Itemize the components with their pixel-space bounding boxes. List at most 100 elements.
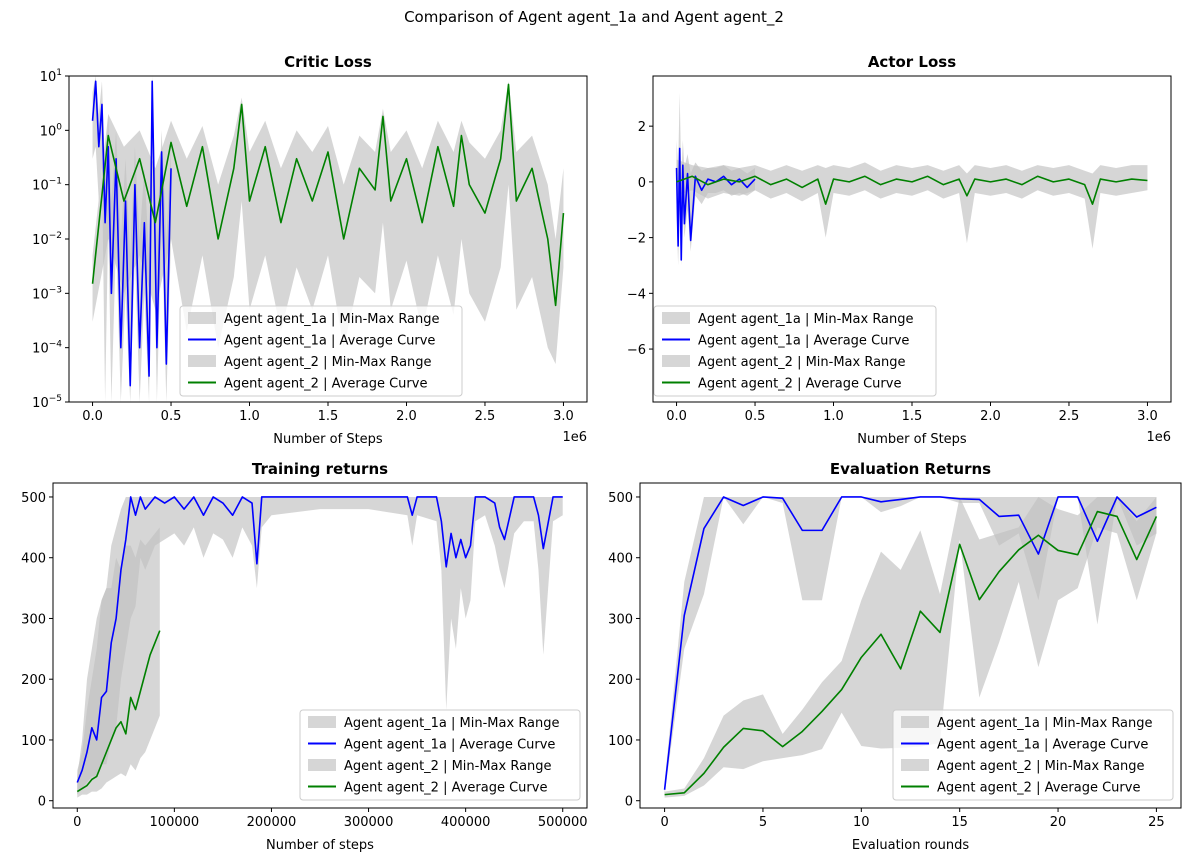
critic-xtick-label: 1.5 — [318, 409, 339, 424]
training-legend-label: Agent agent_2 | Min-Max Range — [344, 759, 552, 774]
actor-legend: Agent agent_1a | Min-Max Range Agent agen… — [653, 305, 937, 397]
critic-legend: Agent agent_1a | Min-Max Range Agent agen… — [179, 305, 463, 397]
actor-legend-swatch — [662, 312, 690, 324]
actor-xtick-label: 0.0 — [666, 409, 687, 424]
evaluation-line-agent-1a — [663, 496, 1157, 790]
critic-xtick-label: 2.5 — [475, 409, 496, 424]
training-ytick-label: 300 — [21, 612, 46, 627]
actor-ytick-label: −4 — [627, 287, 646, 302]
training-plot-area — [76, 496, 563, 798]
critic-legend-label: Agent agent_1a | Min-Max Range — [224, 312, 440, 327]
evaluation-legend: Agent agent_1a | Min-Max Range Agent agen… — [892, 709, 1174, 801]
training-ytick-label: 100 — [21, 734, 46, 749]
actor-xtick-label: 2.0 — [980, 409, 1001, 424]
critic-offset-text: 1e6 — [562, 430, 587, 445]
actor-range-agent-2 — [676, 159, 1148, 249]
critic-ytick-exponent: 1 — [56, 68, 62, 78]
critic-xtick-label: 0.5 — [161, 409, 182, 424]
evaluation-xtick-label: 15 — [951, 815, 968, 830]
actor-xtick-label: 1.5 — [902, 409, 923, 424]
evaluation-panel: Evaluation Returns 0 5 10 15 20 25 0 100 200 300 40… — [608, 460, 1182, 853]
critic-range-agent-2 — [92, 81, 564, 365]
actor-legend-label: Agent agent_1a | Min-Max Range — [698, 312, 914, 327]
critic-ytick-base: 10 — [32, 287, 49, 302]
evaluation-legend-box — [892, 709, 1174, 801]
evaluation-xtick-label: 10 — [853, 815, 870, 830]
critic-plot-area — [91, 76, 565, 402]
critic-line-agent-1a — [91, 80, 172, 387]
training-legend-label: Agent agent_2 | Average Curve — [344, 781, 547, 796]
critic-legend-swatch — [188, 355, 216, 367]
evaluation-ytick-label: 500 — [608, 491, 633, 506]
actor-plot-area — [675, 92, 1148, 266]
evaluation-ytick-label: 200 — [608, 673, 633, 688]
training-axes-frame — [52, 482, 588, 809]
critic-ytick-exponent: −3 — [49, 285, 62, 295]
training-xtick-label: 200000 — [247, 815, 297, 830]
actor-legend-label: Agent agent_2 | Min-Max Range — [698, 355, 906, 370]
evaluation-ytick-label: 300 — [608, 612, 633, 627]
actor-legend-swatch — [662, 355, 690, 367]
critic-ytick-exponent: −2 — [49, 231, 62, 241]
critic-legend-label: Agent agent_1a | Average Curve — [224, 334, 435, 349]
evaluation-axes-frame — [639, 482, 1182, 809]
training-legend: Agent agent_1a | Min-Max Range Agent agen… — [299, 709, 581, 801]
critic-xtick-label: 2.0 — [396, 409, 417, 424]
training-ytick-label: 0 — [38, 795, 46, 810]
training-xtick-label: 300000 — [344, 815, 394, 830]
critic-ytick-exponent: −4 — [49, 340, 63, 350]
critic-ytick-base: 10 — [40, 70, 57, 85]
training-legend-label: Agent agent_1a | Average Curve — [344, 738, 555, 753]
critic-legend-swatch — [188, 312, 216, 324]
training-range-agent-1a — [77, 496, 563, 795]
critic-ytick-exponent: −5 — [49, 394, 62, 404]
critic-ytick-exponent: 0 — [56, 122, 62, 132]
evaluation-title: Evaluation Returns — [830, 460, 991, 478]
training-ytick-label: 500 — [21, 491, 46, 506]
training-xtick-label: 400000 — [441, 815, 491, 830]
evaluation-ytick-label: 400 — [608, 552, 633, 567]
actor-ytick-label: −6 — [627, 343, 646, 358]
critic-ytick-exponent: −1 — [49, 177, 62, 187]
training-ytick-label: 400 — [21, 552, 46, 567]
critic-ytick-label: 10−1 — [32, 177, 62, 194]
critic-ytick-label: 101 — [40, 68, 62, 85]
critic-legend-box — [179, 305, 463, 397]
actor-offset-text: 1e6 — [1146, 430, 1171, 445]
actor-legend-label: Agent agent_2 | Average Curve — [698, 377, 901, 392]
actor-title: Actor Loss — [868, 53, 956, 71]
actor-legend-label: Agent agent_1a | Average Curve — [698, 334, 909, 349]
training-line-agent-2 — [76, 630, 161, 793]
critic-xlabel: Number of Steps — [273, 432, 383, 447]
actor-ytick-label: 0 — [638, 176, 646, 191]
critic-xtick-label: 0.0 — [82, 409, 103, 424]
evaluation-plot-area — [663, 496, 1158, 798]
evaluation-ytick-label: 100 — [608, 734, 633, 749]
evaluation-line-agent-2 — [664, 510, 1158, 796]
training-panel: Training returns 0 100000 200000 300000 40000… — [21, 460, 587, 853]
evaluation-legend-label: Agent agent_1a | Min-Max Range — [937, 716, 1153, 731]
critic-line-agent-2 — [91, 83, 565, 307]
evaluation-range-agent-2 — [664, 496, 1157, 798]
actor-line-agent-1a — [675, 147, 756, 261]
actor-xtick-label: 1.0 — [823, 409, 844, 424]
actor-panel: Actor Loss 0.0 0.5 1.0 1.5 2.0 2.5 3.0 −6 −4 −2 0 2 N… — [627, 53, 1172, 447]
training-xtick-label: 100000 — [150, 815, 200, 830]
evaluation-xlabel: Evaluation rounds — [852, 838, 969, 853]
training-legend-box — [299, 709, 581, 801]
critic-ytick-base: 10 — [32, 233, 49, 248]
figure-suptitle: Comparison of Agent agent_1a and Agent a… — [404, 8, 784, 27]
evaluation-xtick-label: 5 — [759, 815, 767, 830]
evaluation-legend-label: Agent agent_2 | Average Curve — [937, 781, 1140, 796]
evaluation-legend-label: Agent agent_2 | Min-Max Range — [937, 759, 1145, 774]
critic-ytick-label: 10−4 — [32, 340, 62, 357]
training-legend-swatch — [308, 716, 336, 728]
critic-ytick-base: 10 — [32, 179, 49, 194]
training-ytick-label: 200 — [21, 673, 46, 688]
critic-legend-label: Agent agent_2 | Average Curve — [224, 377, 427, 392]
critic-ytick-base: 10 — [32, 342, 49, 357]
training-xtick-label: 500000 — [538, 815, 588, 830]
actor-ytick-label: −2 — [627, 232, 646, 247]
